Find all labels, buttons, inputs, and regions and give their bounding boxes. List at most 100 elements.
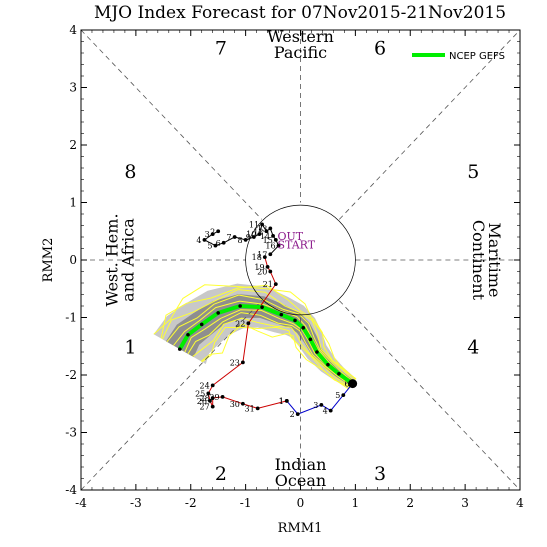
phase-number: 2 bbox=[215, 463, 227, 485]
observed-point bbox=[210, 232, 215, 237]
day-label: 12 bbox=[253, 227, 263, 236]
observed-point bbox=[232, 235, 237, 239]
ensemble-spread-layer bbox=[153, 283, 357, 390]
y-tick-label: 0 bbox=[69, 253, 77, 267]
day-label: 11 bbox=[249, 220, 259, 229]
ensemble-member-line bbox=[201, 326, 351, 388]
observed-point bbox=[220, 394, 225, 399]
observed-point bbox=[276, 243, 281, 248]
gefs-point bbox=[186, 332, 190, 337]
observed-point bbox=[210, 404, 215, 409]
day-label: 13 bbox=[257, 224, 267, 233]
y-tick-label: -1 bbox=[65, 311, 77, 325]
observed-point bbox=[251, 235, 256, 239]
gefs-point bbox=[260, 305, 264, 309]
observed-point bbox=[257, 232, 262, 237]
observed-point bbox=[268, 252, 273, 257]
observed-point bbox=[295, 412, 300, 416]
phase-divider-line bbox=[339, 300, 521, 491]
day-label: 27 bbox=[200, 403, 210, 412]
day-label: 18 bbox=[252, 253, 262, 262]
start-label: START bbox=[277, 239, 315, 252]
observed-point bbox=[221, 240, 226, 245]
x-tick-label: 3 bbox=[461, 496, 469, 510]
day-label: 3 bbox=[205, 230, 210, 239]
day-label: 17 bbox=[257, 250, 267, 259]
phase-number: 8 bbox=[124, 161, 136, 183]
observed-point bbox=[341, 393, 346, 398]
trajectory-layer: 1234561313029282726252423222120191817161… bbox=[177, 220, 358, 419]
observed-point bbox=[206, 391, 211, 396]
region-label: West. Hem.and Africa bbox=[102, 213, 137, 306]
observed-point bbox=[216, 229, 221, 234]
gefs-point bbox=[177, 347, 182, 351]
x-tick-label: -1 bbox=[240, 496, 252, 510]
day-label: 5 bbox=[335, 391, 340, 400]
x-tick-label: -4 bbox=[75, 496, 87, 510]
observed-point bbox=[273, 282, 278, 287]
day-label: 23 bbox=[230, 358, 240, 367]
region-label-line: Maritime bbox=[485, 223, 504, 298]
y-tick-label: 3 bbox=[69, 81, 77, 95]
observed-point bbox=[271, 233, 275, 238]
observed-point bbox=[284, 398, 289, 403]
phase-number: 3 bbox=[374, 463, 386, 485]
observed-point bbox=[264, 229, 269, 234]
day-label: 3 bbox=[313, 401, 318, 410]
region-label-line: Indian bbox=[275, 455, 327, 474]
x-tick-label: -2 bbox=[185, 496, 197, 510]
legend-label: NCEP GEFS bbox=[449, 51, 505, 62]
region-label-line: and Africa bbox=[118, 218, 137, 302]
gefs-point bbox=[301, 326, 306, 330]
day-label: 9 bbox=[246, 233, 251, 242]
gefs-point bbox=[293, 318, 297, 323]
chart-title: MJO Index Forecast for 07Nov2015-21Nov20… bbox=[94, 3, 506, 23]
observed-point bbox=[260, 222, 264, 227]
observed-point bbox=[268, 269, 273, 274]
phase-divider-line bbox=[80, 300, 262, 491]
day-label: 6 bbox=[216, 239, 221, 248]
day-label: 4 bbox=[323, 407, 328, 416]
day-label: 10 bbox=[246, 230, 256, 239]
gefs-point bbox=[337, 372, 341, 376]
region-label: MaritimeContinent bbox=[469, 220, 504, 301]
day-label: 2 bbox=[210, 227, 215, 236]
gefs-point bbox=[279, 312, 284, 317]
region-label-line: Ocean bbox=[275, 471, 326, 490]
phase-number: 1 bbox=[124, 336, 136, 358]
day-label: 4 bbox=[196, 236, 201, 245]
phase-divider-line bbox=[339, 29, 521, 220]
day-label: 24 bbox=[200, 381, 210, 390]
unit-circle bbox=[245, 204, 356, 316]
ensemble-member-line bbox=[153, 284, 357, 380]
observed-point bbox=[210, 383, 215, 388]
day-label: 5 bbox=[207, 242, 212, 251]
observed-point bbox=[265, 265, 270, 269]
x-axis-label: RMM1 bbox=[278, 521, 323, 536]
gefs-point bbox=[199, 322, 204, 327]
day-label: 1 bbox=[279, 397, 284, 406]
ensemble-member-line bbox=[160, 284, 356, 380]
observed-point bbox=[208, 398, 212, 403]
phase-number: 4 bbox=[467, 336, 479, 358]
observed-track-line bbox=[286, 383, 353, 415]
y-tick-label: 4 bbox=[69, 23, 77, 37]
observed-point bbox=[262, 255, 267, 260]
out-label: OUT bbox=[277, 230, 303, 243]
day-label: 2 bbox=[290, 410, 295, 419]
legend: NCEP GEFS bbox=[412, 51, 505, 62]
day-label: 6 bbox=[345, 380, 350, 389]
y-tick-label: -2 bbox=[65, 368, 77, 382]
day-label: 26 bbox=[197, 397, 207, 406]
day-label: 21 bbox=[263, 280, 273, 289]
region-label-line: Pacific bbox=[274, 43, 327, 62]
y-tick-label: -3 bbox=[65, 426, 77, 440]
gefs-point bbox=[238, 304, 242, 308]
y-tick-label: 1 bbox=[69, 196, 77, 210]
day-label: 22 bbox=[235, 319, 245, 328]
y-axis-label: RMM2 bbox=[41, 238, 56, 283]
observed-point bbox=[202, 237, 207, 242]
observed-point bbox=[319, 403, 324, 407]
